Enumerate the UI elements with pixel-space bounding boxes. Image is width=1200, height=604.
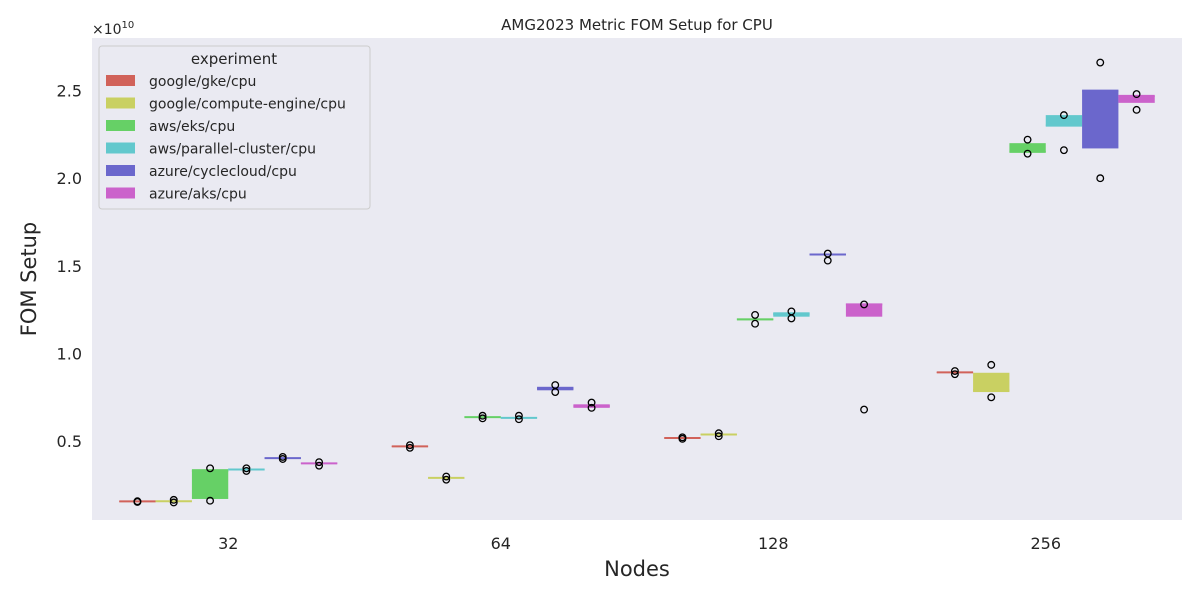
outlier-point [987,393,996,402]
legend-entry-label: google/gke/cpu [149,74,256,90]
outlier-point [587,398,596,407]
outlier-point [950,370,959,379]
box [191,469,229,499]
y-tick-label: 1.0 [57,344,82,363]
outlier-point [242,466,251,475]
legend-entry-label: google/compute-engine/cpu [149,97,346,113]
box [1118,95,1155,103]
outlier-point [787,307,796,316]
legend-swatch [106,187,135,199]
box [1045,115,1083,126]
legend-title: experiment [191,50,277,68]
chart-title: AMG2023 Metric FOM Setup for CPU [501,16,773,34]
y-tick-label: 2.0 [57,169,82,188]
box [973,372,1010,393]
box [1082,90,1119,149]
outlier-point [1132,90,1141,99]
y-axis-offset-label: ×1010 [92,20,134,38]
x-tick-label: 128 [758,534,789,553]
x-axis-label: Nodes [604,557,670,581]
legend-swatch [106,120,135,131]
legend-swatch [106,97,135,109]
outlier-point [751,310,760,319]
outlier-point [1023,149,1032,158]
outlier-point [987,360,996,369]
outlier-point [278,452,287,461]
outlier-point [1096,174,1105,183]
outlier-point [1132,105,1141,114]
outlier-point [587,403,596,412]
outlier-point [860,405,869,414]
outlier-point [678,433,687,442]
box [1009,143,1046,152]
outlier-point [442,472,451,481]
outlier-point [169,498,178,507]
outlier-point [823,249,832,258]
y-tick-label: 2.5 [57,82,82,101]
outlier-point [169,495,178,504]
outlier-point [405,441,414,450]
x-axis-ticks: 32 64 128 256 [218,534,1061,553]
y-tick-label: 0.5 [57,432,82,451]
outlier-point [206,496,215,505]
legend-swatch [106,75,135,86]
legend-entry-label: aws/eks/cpu [149,119,235,135]
legend-entry-label: azure/cyclecloud/cpu [149,164,297,180]
outlier-point [551,381,560,389]
y-axis-ticks: 0.5 1.0 1.5 2.0 2.5 [57,82,82,452]
x-tick-label: 256 [1030,534,1061,553]
legend-frame [98,45,371,210]
legend-entry-label: aws/parallel-cluster/cpu [149,142,316,158]
outlier-point [1096,58,1105,67]
outlier-point [1023,135,1032,144]
outlier-point [405,443,414,452]
box [845,303,883,317]
outlier-point [860,300,869,309]
outlier-point [315,461,324,470]
y-axis-label: FOM Setup [17,222,41,337]
outlier-point [714,432,723,441]
outlier-point [242,464,251,473]
chart-marks [119,58,1155,507]
legend-entries: google/gke/cpu google/compute-engine/cpu a… [106,74,346,203]
outlier-point [442,475,451,484]
outlier-point [133,497,142,506]
outlier-point [751,319,760,328]
outlier-point [478,414,487,423]
outlier-point [714,429,723,438]
legend: experiment google/gke/cpu google/compute-… [98,45,371,210]
x-tick-label: 64 [491,534,511,553]
legend-swatch [106,165,135,176]
outlier-point [478,411,487,420]
outlier-point [950,367,959,375]
outlier-point [514,411,523,420]
legend-entry-label: azure/aks/cpu [149,187,247,203]
outlier-point [514,415,523,424]
outlier-point [1059,146,1068,155]
outlier-point [206,464,215,473]
legend-swatch [106,142,135,154]
y-tick-label: 1.5 [57,257,82,276]
outlier-point [315,458,324,467]
outlier-point [1059,111,1068,120]
x-tick-label: 32 [218,534,238,553]
